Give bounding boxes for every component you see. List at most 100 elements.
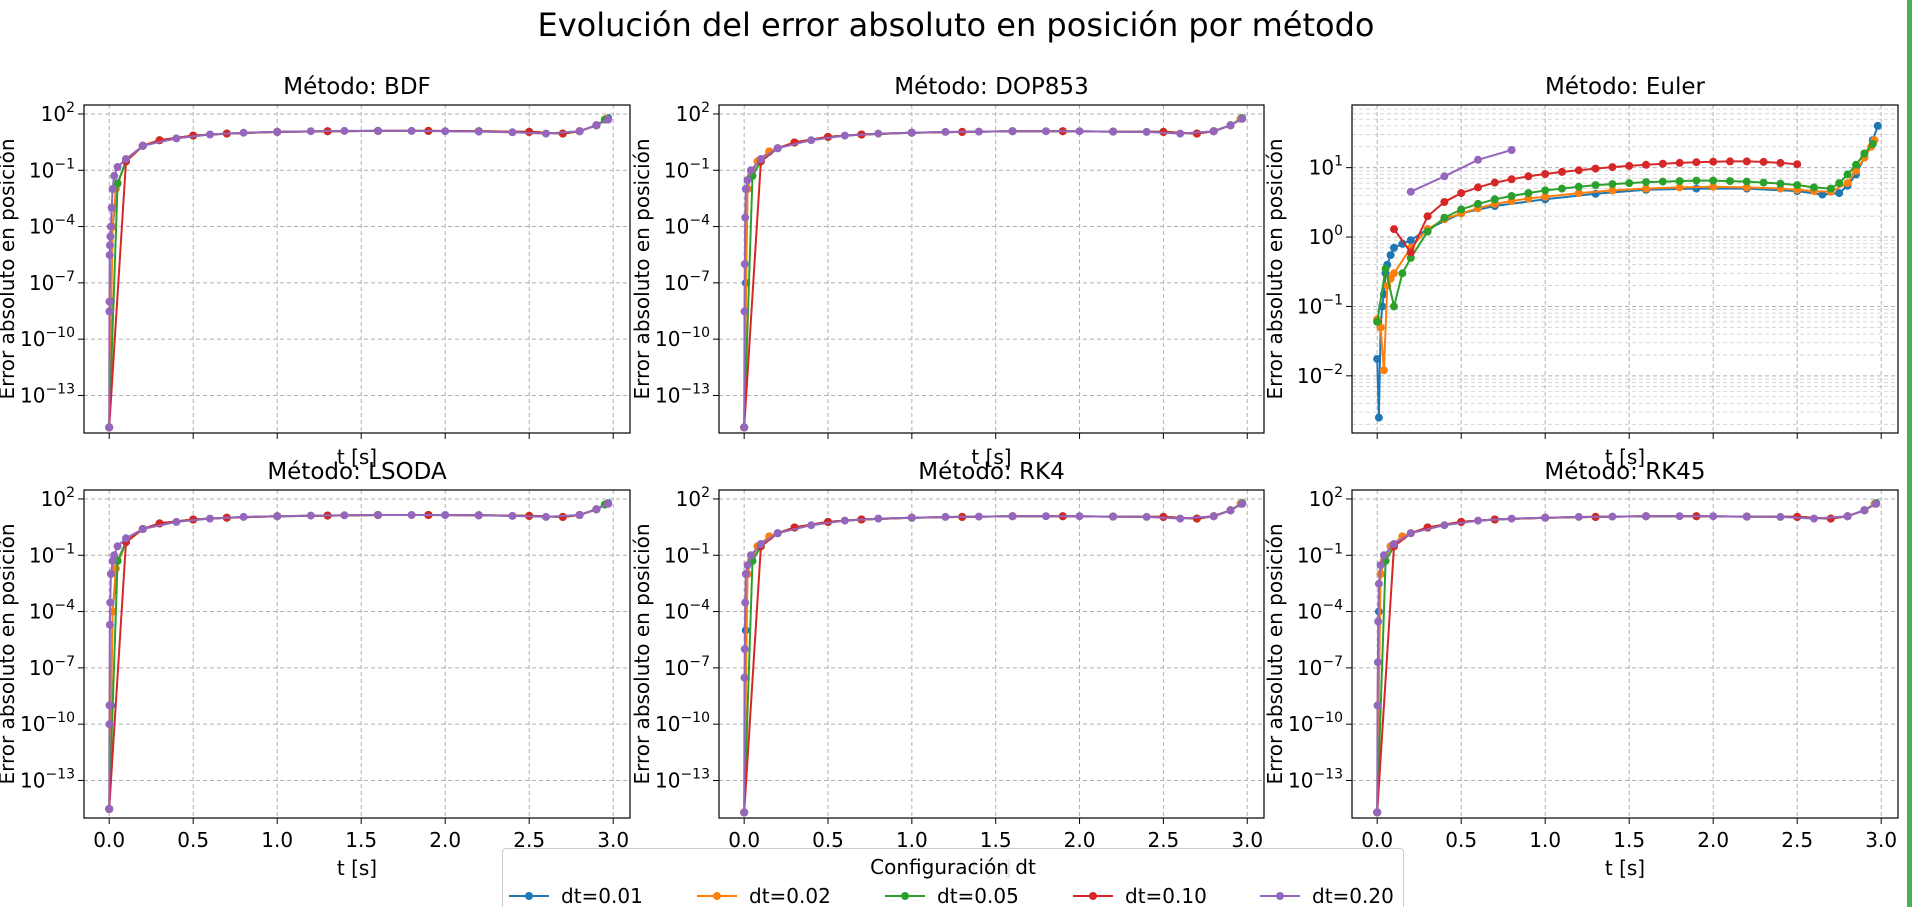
subplot-title: Método: DOP853 <box>894 74 1088 100</box>
y-tick-label: 10−10 <box>1288 710 1343 736</box>
y-tick-label: 10−1 <box>29 541 75 567</box>
data-point <box>1642 178 1650 187</box>
legend-swatch <box>885 892 925 900</box>
data-point <box>1042 127 1050 136</box>
data-point <box>1675 177 1684 186</box>
y-tick-label: 10−1 <box>1297 292 1343 318</box>
data-point <box>105 701 114 710</box>
data-point <box>1793 160 1802 169</box>
series-dt=0.05 <box>740 114 1247 432</box>
data-point <box>106 570 115 578</box>
data-point <box>474 127 483 136</box>
window-edge <box>1907 0 1912 907</box>
data-point <box>1541 186 1550 195</box>
series-dt=0.10 <box>740 121 1235 432</box>
data-point <box>1793 181 1802 190</box>
data-point <box>239 128 248 137</box>
data-point <box>1373 808 1382 817</box>
y-tick-label: 10−2 <box>1297 362 1343 388</box>
legend-swatch <box>697 892 737 900</box>
data-point <box>741 570 750 578</box>
subplot-3: 0.0 0.5 1.0 1.5 2.0 2.5 3.010210−110−410−710−1… <box>0 459 631 880</box>
data-point <box>1742 512 1751 521</box>
y-tick-label: 102 <box>676 100 710 126</box>
data-point <box>1398 269 1407 278</box>
data-point <box>773 529 782 538</box>
axes-frame <box>83 104 631 434</box>
series-line <box>108 118 609 428</box>
legend-label: dt=0.02 <box>749 884 831 908</box>
data-point <box>172 517 181 526</box>
data-point <box>1873 121 1882 130</box>
series-line <box>743 502 1243 813</box>
y-tick-label: 10−13 <box>20 381 75 407</box>
series-dt=0.20 <box>740 499 1247 817</box>
data-point <box>1776 158 1785 167</box>
data-point <box>1675 183 1684 192</box>
data-point <box>1440 198 1449 206</box>
data-point <box>1574 189 1583 198</box>
series-dt=0.10 <box>105 505 601 813</box>
data-point <box>740 423 749 432</box>
series-dt=0.01 <box>740 499 1247 817</box>
data-point <box>1176 129 1185 138</box>
data-point <box>756 155 765 163</box>
data-point <box>340 511 349 520</box>
data-point <box>807 521 816 530</box>
data-point <box>1625 179 1634 188</box>
series-line <box>1376 502 1876 813</box>
data-point <box>1860 149 1869 158</box>
data-point <box>1843 170 1852 179</box>
data-point <box>1390 302 1398 311</box>
data-point <box>1390 269 1398 278</box>
legend-item: dt=0.20 <box>1260 884 1394 908</box>
data-point <box>1381 264 1390 273</box>
data-point <box>1226 506 1235 515</box>
y-tick-label: 10−10 <box>655 710 710 736</box>
data-point <box>105 620 114 629</box>
data-point <box>1423 227 1432 236</box>
x-tick-label: 0.5 <box>177 828 209 852</box>
data-point <box>138 525 147 533</box>
y-tick-label: 10−7 <box>664 269 710 295</box>
legend-item: dt=0.05 <box>885 884 1019 908</box>
data-point <box>1490 195 1499 204</box>
series-line <box>1376 502 1877 813</box>
x-tick-label: 1.5 <box>1613 828 1645 852</box>
series-dt=0.01 <box>740 114 1247 432</box>
data-point <box>407 511 416 519</box>
data-point <box>1507 514 1516 523</box>
data-point <box>1868 139 1877 148</box>
y-tick-label: 10−13 <box>1288 766 1343 792</box>
series-line <box>108 117 608 428</box>
data-point <box>1591 181 1600 190</box>
series-dt=0.20 <box>1373 499 1881 817</box>
data-point <box>1474 183 1482 192</box>
data-point <box>1642 160 1650 169</box>
series-line <box>743 502 1242 813</box>
y-tick-label: 10−7 <box>664 654 710 680</box>
legend-label: dt=0.10 <box>1125 884 1207 908</box>
legend-item: dt=0.01 <box>509 884 643 908</box>
data-point <box>1541 513 1550 522</box>
data-point <box>592 505 601 514</box>
data-point <box>740 260 749 269</box>
data-point <box>907 128 916 137</box>
data-point <box>741 598 750 607</box>
data-point <box>1860 506 1869 515</box>
data-point <box>746 551 755 560</box>
data-point <box>239 512 248 521</box>
data-point <box>106 598 115 607</box>
y-tick-label: 100 <box>1309 223 1343 249</box>
data-point <box>110 171 119 180</box>
data-point <box>1373 355 1382 363</box>
data-point <box>1373 317 1382 326</box>
data-point <box>1658 159 1667 168</box>
data-point <box>1507 146 1516 154</box>
series-dt=0.02 <box>1373 136 1879 375</box>
y-tick-label: 10−10 <box>20 710 75 736</box>
data-point <box>1759 178 1768 187</box>
subplot-5: 0.0 0.5 1.0 1.5 2.0 2.5 3.010210−110−410−710−1… <box>1263 459 1899 880</box>
series-line <box>108 117 609 428</box>
